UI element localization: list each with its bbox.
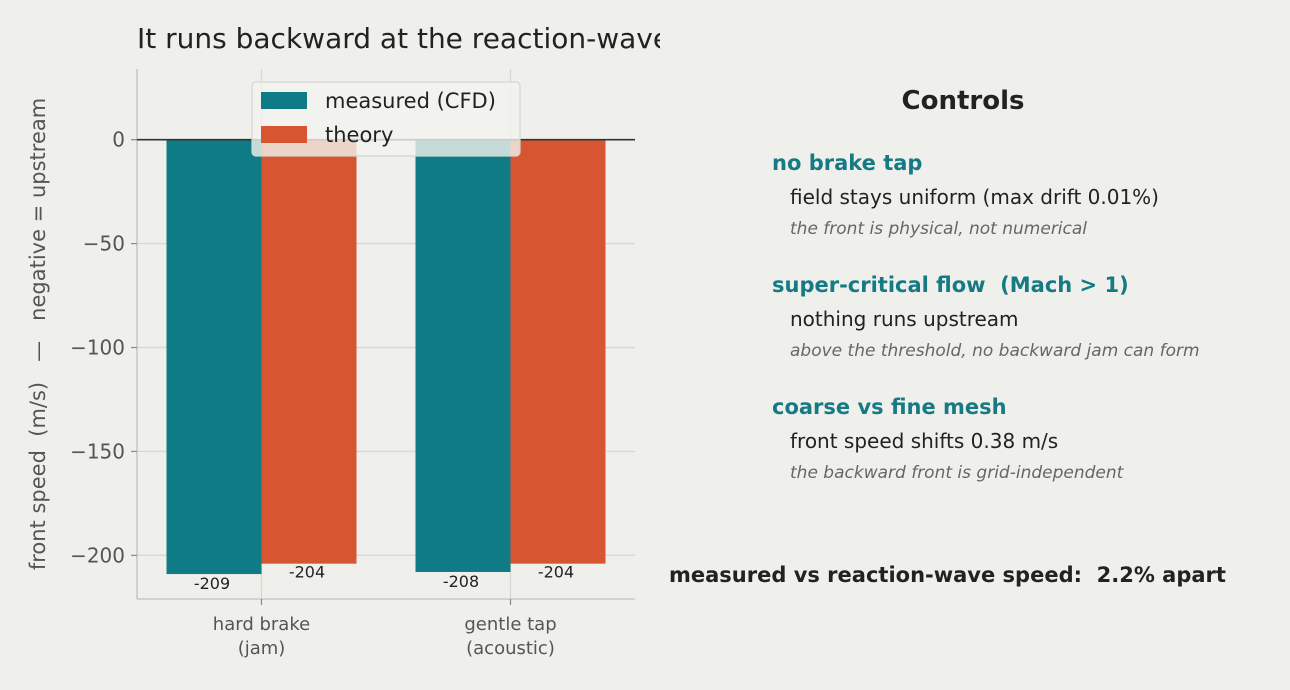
x-tick-labels: hard brake (jam) gentle tap (acoustic) (213, 614, 557, 659)
legend-swatch (261, 126, 307, 143)
bars (166, 139, 606, 575)
legend-label: measured (CFD) (325, 89, 496, 113)
control-note: the backward front is grid-independent (790, 463, 1124, 483)
control-coarse-vs-fine-mesh: coarse vs fine mesh front speed shifts 0… (772, 395, 1123, 483)
x-tick-label: hard brake (jam) (213, 614, 310, 659)
legend-box (251, 81, 521, 157)
control-title: super-critical flow (Mach > 1) (772, 273, 1129, 297)
controls-title: Controls (901, 86, 1025, 116)
control-super-critical-flow: super-critical flow (Mach > 1) nothing r… (772, 273, 1200, 361)
x-tick-label-line: (acoustic) (466, 638, 555, 659)
legend-label: theory (325, 123, 393, 147)
x-tick-label: gentle tap (acoustic) (464, 614, 556, 659)
bar (415, 139, 511, 572)
control-result: field stays uniform (max drift 0.01%) (790, 185, 1159, 209)
data-label: -208 (443, 572, 479, 591)
y-tick-label: −200 (70, 543, 125, 567)
control-title: no brake tap (772, 151, 923, 175)
control-note: the front is physical, not numerical (790, 219, 1088, 239)
control-result: front speed shifts 0.38 m/s (790, 429, 1059, 453)
y-tick-label: 0 (112, 128, 125, 152)
bar-chart: It runs backward at the reaction-wave sp… (26, 22, 660, 659)
y-tick-label: −100 (70, 336, 125, 360)
control-result: nothing runs upstream (790, 307, 1019, 331)
legend: measured (CFD) theory (251, 81, 521, 157)
control-title: coarse vs fine mesh (772, 395, 1007, 419)
data-label: -209 (194, 574, 230, 593)
x-tick-label-line: (jam) (238, 638, 286, 659)
legend-swatch (261, 92, 307, 109)
data-label: -204 (289, 563, 325, 582)
control-no-brake-tap: no brake tap field stays uniform (max dr… (772, 151, 1159, 239)
summary-text: measured vs reaction-wave speed: 2.2% ap… (669, 563, 1226, 587)
y-tick-label: −150 (70, 439, 125, 463)
x-tick-label-line: hard brake (213, 614, 310, 635)
bar (166, 139, 262, 575)
data-label: -204 (538, 563, 574, 582)
y-axis-label: front speed (m/s) — negative = upstream (26, 98, 50, 570)
y-tick-label: −50 (83, 232, 125, 256)
bar (261, 139, 357, 564)
control-note: above the threshold, no backward jam can… (790, 341, 1200, 361)
x-tick-label-line: gentle tap (464, 614, 556, 635)
chart-title: It runs backward at the reaction-wave sp… (137, 22, 660, 55)
y-tick-labels: 0 −50 −100 −150 −200 (70, 128, 125, 568)
bar (510, 139, 606, 564)
data-labels: -209 -208 -204 -204 (194, 563, 574, 593)
